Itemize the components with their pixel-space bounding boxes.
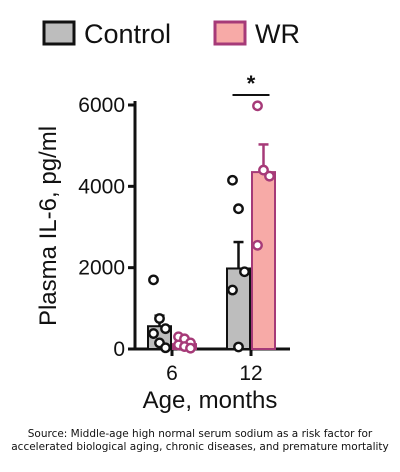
bar-control-12 (226, 267, 251, 351)
source-line-1: Source: Middle-age high normal serum sod… (27, 428, 373, 440)
bar-wr-12 (251, 171, 276, 350)
data-point (264, 170, 275, 182)
data-point (233, 203, 244, 215)
y-tick-label: 2000 (78, 257, 125, 280)
data-point (258, 164, 269, 176)
bar-chart: Control WR Plasma IL-6, pg/ml Age, month… (35, 19, 300, 414)
data-point (227, 284, 238, 296)
x-tick-label: 12 (239, 362, 262, 385)
plot-area: 0 2000 4000 6000 6 12 * (78, 71, 290, 385)
data-point (252, 100, 263, 112)
legend-label-control: Control (84, 19, 171, 49)
y-tick-label: 0 (113, 338, 125, 361)
x-axis-label: Age, months (143, 387, 278, 414)
data-point (227, 174, 238, 186)
legend-swatch-control (42, 20, 76, 46)
data-point (252, 239, 263, 251)
y-tick-label: 4000 (78, 175, 125, 198)
significance-star: * (247, 71, 256, 96)
data-point (160, 342, 171, 354)
data-point (160, 323, 171, 335)
legend-label-wr: WR (255, 19, 300, 49)
source-line-2: accelerated biological aging, chronic di… (11, 441, 389, 453)
y-axis-label: Plasma IL-6, pg/ml (35, 126, 62, 326)
y-tick-label: 6000 (78, 94, 125, 117)
legend-swatch-wr (213, 20, 247, 46)
data-point (148, 328, 159, 339)
data-point (154, 313, 165, 324)
data-point (239, 266, 250, 278)
data-point (148, 274, 159, 286)
source-caption: Source: Middle-age high normal serum sod… (0, 428, 400, 454)
data-point (185, 342, 196, 354)
legend: Control WR (42, 19, 300, 49)
x-tick-label: 6 (166, 362, 178, 385)
data-point (233, 341, 244, 353)
